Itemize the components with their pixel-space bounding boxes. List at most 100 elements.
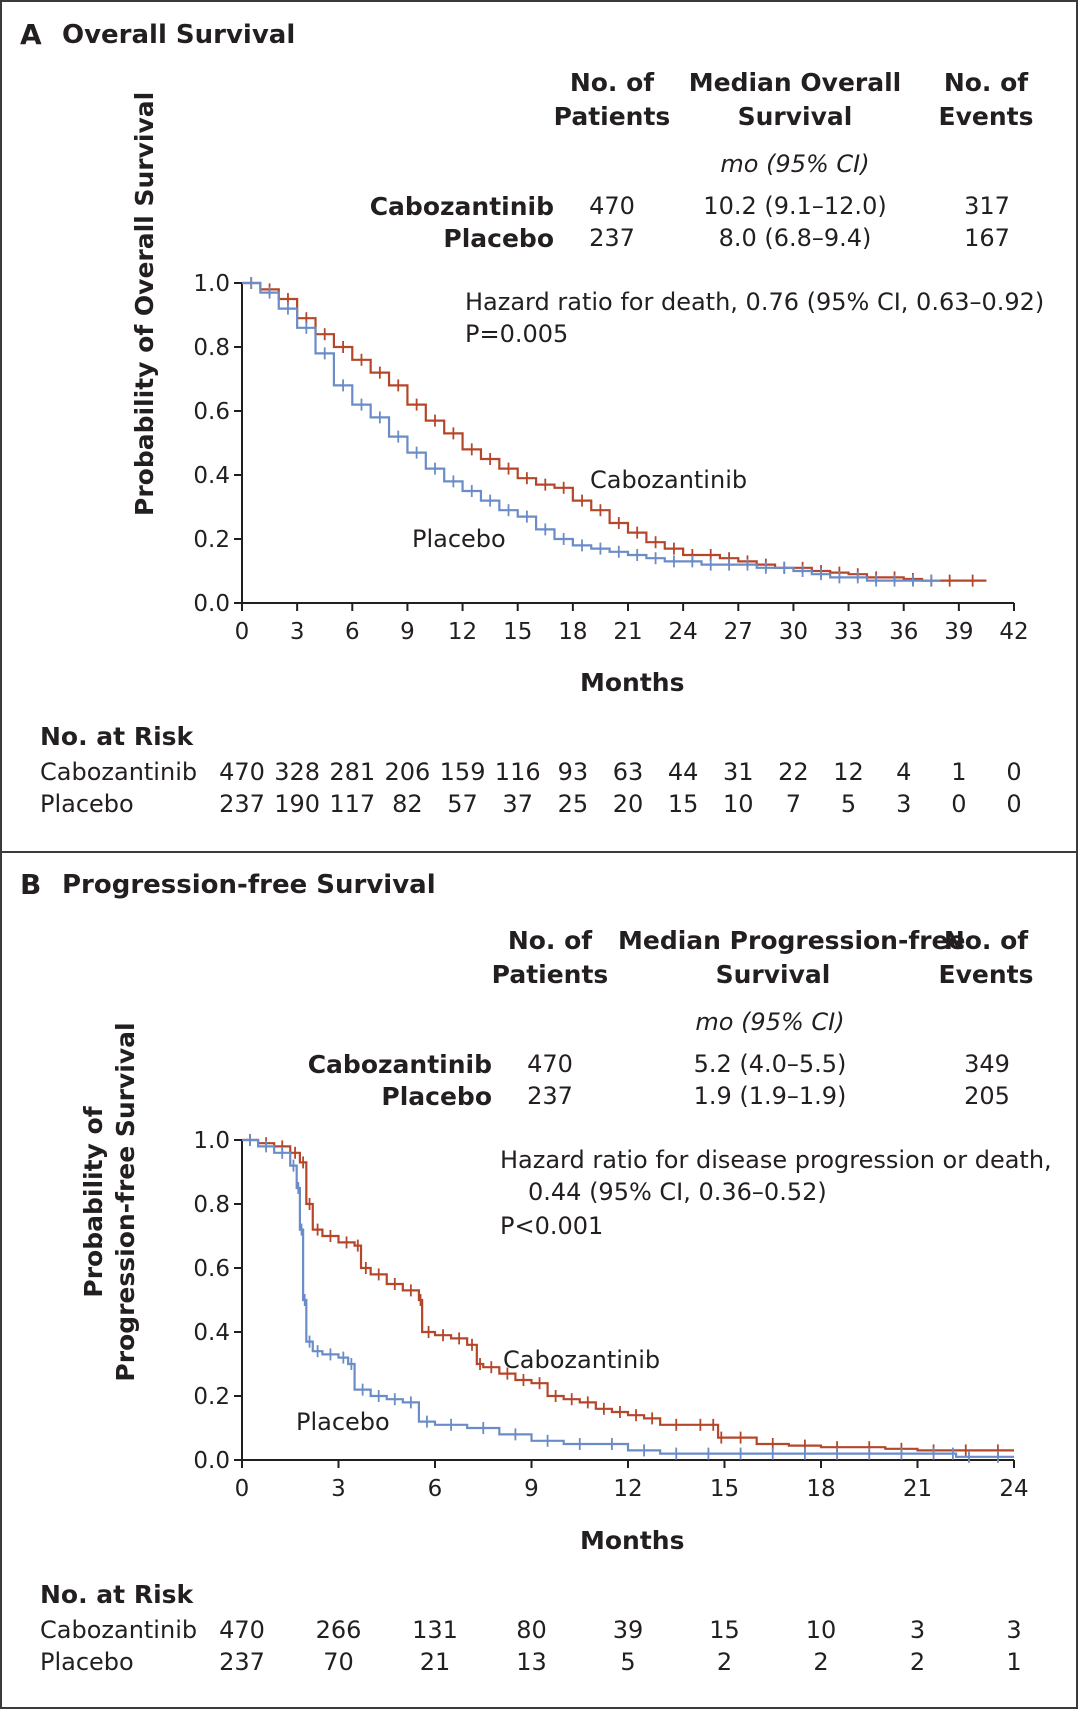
risk-value: 0 xyxy=(1006,758,1022,786)
risk-value: 2 xyxy=(716,1648,733,1676)
x-axis-label-b: Months xyxy=(580,1526,685,1555)
header-median-line1: Median Overall xyxy=(688,68,902,97)
risk-value: 470 xyxy=(219,758,265,786)
series-label-placebo: Placebo xyxy=(412,525,506,553)
y-tick-label: 0.4 xyxy=(193,463,230,489)
risk-value: 1 xyxy=(1006,1648,1022,1676)
row-name-cabozantinib: Cabozantinib xyxy=(369,192,554,221)
risk-value: 0 xyxy=(951,790,967,818)
risk-value: 39 xyxy=(612,1616,644,1644)
risk-value: 237 xyxy=(219,790,265,818)
y-tick-label: 0.8 xyxy=(193,1192,230,1218)
x-tick-label: 6 xyxy=(345,619,360,645)
risk-value: 37 xyxy=(502,790,533,818)
x-tick-label: 6 xyxy=(428,1476,443,1502)
risk-value: 57 xyxy=(447,790,478,818)
hazard-ratio-b: Hazard ratio for disease progression or … xyxy=(500,1146,1052,1174)
risk-value: 25 xyxy=(557,790,589,818)
risk-value: 470 xyxy=(219,1616,265,1644)
risk-value: 159 xyxy=(439,758,486,786)
hazard-ci-b: 0.44 (95% CI, 0.36–0.52) xyxy=(528,1178,827,1206)
x-tick-label: 24 xyxy=(669,619,698,645)
risk-name-placebo-b: Placebo xyxy=(40,1648,134,1676)
x-tick-label: 39 xyxy=(944,619,973,645)
risk-value: 116 xyxy=(494,758,541,786)
risk-value: 63 xyxy=(612,758,644,786)
row-patients-cabozantinib: 470 xyxy=(589,192,635,220)
risk-value: 10 xyxy=(805,1616,837,1644)
y-tick-label: 0.2 xyxy=(193,527,230,553)
panel-a-letter: A xyxy=(20,18,42,51)
x-tick-label: 18 xyxy=(806,1476,835,1502)
risk-value: 15 xyxy=(709,1616,740,1644)
header-median-b: Median Progression-free Survival xyxy=(618,924,966,992)
x-tick-label: 18 xyxy=(558,619,587,645)
header-events-line2: Events xyxy=(938,102,1034,131)
risk-value: 5 xyxy=(840,790,857,818)
row-patients-placebo-b: 237 xyxy=(527,1082,573,1110)
y-tick-label: 0.8 xyxy=(193,335,230,361)
series-line-placebo xyxy=(242,1138,1014,1458)
series-line-cabozantinib xyxy=(242,1138,1014,1452)
risk-name-cabozantinib-b: Cabozantinib xyxy=(40,1616,198,1644)
risk-value: 3 xyxy=(896,790,912,818)
risk-value: 93 xyxy=(557,758,589,786)
series-line-placebo xyxy=(242,281,941,582)
x-tick-label: 24 xyxy=(999,1476,1028,1502)
row-patients-cabozantinib-b: 470 xyxy=(527,1050,573,1078)
row-events-placebo-b: 205 xyxy=(964,1082,1010,1110)
panel-progression-free-survival xyxy=(0,851,1078,1709)
y-tick-label: 0.2 xyxy=(193,1384,230,1410)
row-name-placebo: Placebo xyxy=(443,224,554,253)
risk-value: 3 xyxy=(909,1616,926,1644)
x-axis-label-a: Months xyxy=(580,668,685,697)
x-tick-label: 30 xyxy=(779,619,808,645)
x-tick-label: 21 xyxy=(903,1476,932,1502)
risk-value: 281 xyxy=(329,758,376,786)
x-tick-label: 0 xyxy=(235,619,250,645)
panel-b-letter: B xyxy=(20,868,42,901)
header-events-line1: No. of xyxy=(943,68,1029,97)
x-tick-label: 33 xyxy=(834,619,863,645)
x-tick-label: 3 xyxy=(331,1476,346,1502)
risk-value: 3 xyxy=(1006,1616,1022,1644)
risk-value: 4 xyxy=(896,758,912,786)
x-tick-label: 15 xyxy=(503,619,532,645)
row-events-placebo: 167 xyxy=(964,224,1010,252)
hazard-ratio-a: Hazard ratio for death, 0.76 (95% CI, 0.… xyxy=(465,288,1045,316)
y-tick-label: 1.0 xyxy=(193,271,230,297)
risk-title-a: No. at Risk xyxy=(40,722,194,751)
x-tick-label: 12 xyxy=(613,1476,642,1502)
x-tick-label: 42 xyxy=(999,619,1028,645)
x-tick-label: 9 xyxy=(400,619,415,645)
risk-value: 80 xyxy=(516,1616,547,1644)
x-tick-label: 0 xyxy=(235,1476,250,1502)
risk-name-cabozantinib-a: Cabozantinib xyxy=(40,758,198,786)
y-tick-label: 0.6 xyxy=(193,1256,230,1282)
row-median-placebo: 8.0 (6.8–9.4) xyxy=(718,224,872,252)
risk-value: 15 xyxy=(667,790,699,818)
risk-value: 5 xyxy=(620,1648,636,1676)
x-tick-label: 36 xyxy=(889,619,918,645)
series-label-placebo: Placebo xyxy=(296,1408,390,1436)
risk-value: 2 xyxy=(813,1648,829,1676)
p-value-b: P<0.001 xyxy=(500,1212,604,1240)
y-tick-label: 0.6 xyxy=(193,399,230,425)
row-median-cabozantinib: 10.2 (9.1–12.0) xyxy=(703,192,887,220)
x-tick-label: 15 xyxy=(710,1476,739,1502)
x-tick-label: 3 xyxy=(290,619,305,645)
y-tick-label: 0.4 xyxy=(193,1320,230,1346)
row-median-placebo-b: 1.9 (1.9–1.9) xyxy=(693,1082,847,1110)
panel-a-title: Overall Survival xyxy=(62,20,296,50)
series-label-cabozantinib: Cabozantinib xyxy=(503,1346,660,1374)
x-tick-label: 12 xyxy=(448,619,477,645)
header-patients-line2: Patients xyxy=(553,102,671,131)
header-unit: mo (95% CI) xyxy=(720,150,870,178)
x-tick-label: 21 xyxy=(613,619,642,645)
risk-value: 13 xyxy=(516,1648,547,1676)
header-median-line2: Survival xyxy=(737,102,853,131)
row-median-cabozantinib-b: 5.2 (4.0–5.5) xyxy=(693,1050,847,1078)
header-median-b-line1: Median Progression-free xyxy=(618,926,966,955)
risk-value: 206 xyxy=(384,758,431,786)
header-events: No. of Events xyxy=(930,66,1042,134)
